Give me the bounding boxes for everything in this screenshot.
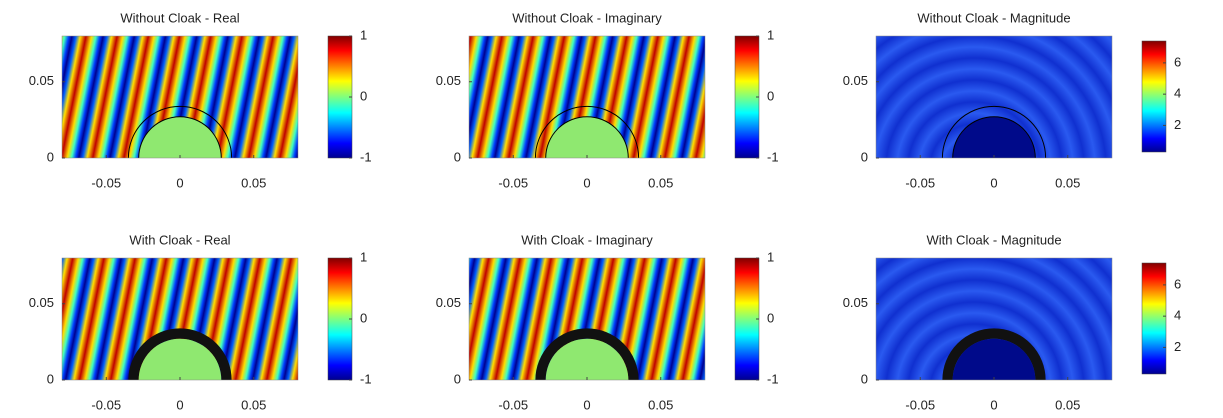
colorbar-tick-label: 0	[360, 310, 367, 325]
scatterer	[545, 338, 629, 380]
x-tick-label: -0.05	[498, 397, 528, 412]
field	[876, 36, 1112, 158]
colorbar-tick-label: -1	[767, 371, 779, 386]
scatterer	[952, 338, 1036, 380]
colorbar-tick-label: 1	[360, 249, 367, 264]
cloak-outline	[941, 105, 1047, 158]
scatterer	[138, 338, 222, 380]
field	[469, 258, 705, 380]
x-tick-label: 0.05	[648, 397, 673, 412]
cloak-outline	[534, 105, 640, 158]
x-tick-label: 0.05	[241, 397, 266, 412]
subplot: Without Cloak - Magnitude -0.05 0 0.05 0 0.05…	[843, 10, 1182, 190]
field	[469, 36, 705, 158]
x-tick-label: 0.05	[648, 175, 673, 190]
colorbar-tick-label: 1	[767, 27, 774, 42]
x-tick-label: 0.05	[1055, 397, 1080, 412]
colorbar-tick-label: 0	[767, 88, 774, 103]
x-tick-label: 0.05	[241, 175, 266, 190]
cloak-outline	[127, 105, 233, 158]
x-tick-label: 0	[583, 397, 590, 412]
subplot-title: Without Cloak - Real	[120, 10, 239, 25]
y-tick-label: 0.05	[843, 295, 868, 310]
subplot-title: With Cloak - Imaginary	[521, 232, 653, 247]
y-tick-label: 0	[454, 149, 461, 164]
colorbar-tick-label: 0	[767, 310, 774, 325]
subplot: Without Cloak - Real -0.05 0 0.05 0 0.05 -1 0 1	[29, 10, 372, 190]
subplot-title: With Cloak - Magnitude	[926, 232, 1061, 247]
x-tick-label: 0	[990, 397, 997, 412]
colorbar-tick-label: 6	[1174, 54, 1181, 69]
subplot-title: Without Cloak - Magnitude	[917, 10, 1070, 25]
colorbar-tick-label: -1	[360, 149, 372, 164]
colorbar	[327, 257, 353, 381]
subplot-title: With Cloak - Real	[129, 232, 230, 247]
field	[876, 258, 1112, 380]
colorbar-tick-label: -1	[767, 149, 779, 164]
x-tick-label: -0.05	[905, 397, 935, 412]
y-tick-label: 0.05	[843, 73, 868, 88]
y-tick-label: 0	[47, 371, 54, 386]
colorbar	[1141, 40, 1167, 153]
colorbar	[734, 35, 760, 159]
x-tick-label: 0	[176, 175, 183, 190]
subplot: With Cloak - Magnitude -0.05 0 0.05 0 0.05 2 4 6	[843, 232, 1182, 412]
colorbar-tick-label: -1	[360, 371, 372, 386]
colorbar-tick-label: 1	[360, 27, 367, 42]
colorbar-tick-label: 1	[767, 249, 774, 264]
x-tick-label: -0.05	[91, 175, 121, 190]
cloak-ring	[128, 328, 232, 380]
y-tick-label: 0	[861, 149, 868, 164]
x-tick-label: -0.05	[91, 397, 121, 412]
x-tick-label: -0.05	[498, 175, 528, 190]
cloak-ring	[942, 328, 1046, 380]
colorbar-tick-label: 2	[1174, 117, 1181, 132]
x-tick-label: 0	[176, 397, 183, 412]
colorbar-tick-label: 4	[1174, 86, 1181, 101]
field	[62, 258, 298, 380]
colorbar-tick-label: 6	[1174, 276, 1181, 291]
x-tick-label: 0	[990, 175, 997, 190]
subplot: Without Cloak - Imaginary -0.05 0 0.05 0 0.05…	[436, 10, 779, 190]
colorbar	[1141, 262, 1167, 375]
x-tick-label: -0.05	[905, 175, 935, 190]
x-tick-label: 0	[583, 175, 590, 190]
colorbar-tick-label: 2	[1174, 339, 1181, 354]
cloak-ring	[535, 328, 639, 380]
colorbar	[734, 257, 760, 381]
subplot-title: Without Cloak - Imaginary	[512, 10, 662, 25]
y-tick-label: 0.05	[29, 73, 54, 88]
subplot: With Cloak - Imaginary -0.05 0 0.05 0 0.05 -1 0…	[436, 232, 779, 412]
y-tick-label: 0	[47, 149, 54, 164]
y-tick-label: 0.05	[436, 73, 461, 88]
y-tick-label: 0.05	[29, 295, 54, 310]
colorbar-tick-label: 4	[1174, 308, 1181, 323]
x-tick-label: 0.05	[1055, 175, 1080, 190]
subplot: With Cloak - Real -0.05 0 0.05 0 0.05 -1 0 1	[29, 232, 372, 412]
colorbar	[327, 35, 353, 159]
y-tick-label: 0.05	[436, 295, 461, 310]
y-tick-label: 0	[861, 371, 868, 386]
y-tick-label: 0	[454, 371, 461, 386]
colorbar-tick-label: 0	[360, 88, 367, 103]
